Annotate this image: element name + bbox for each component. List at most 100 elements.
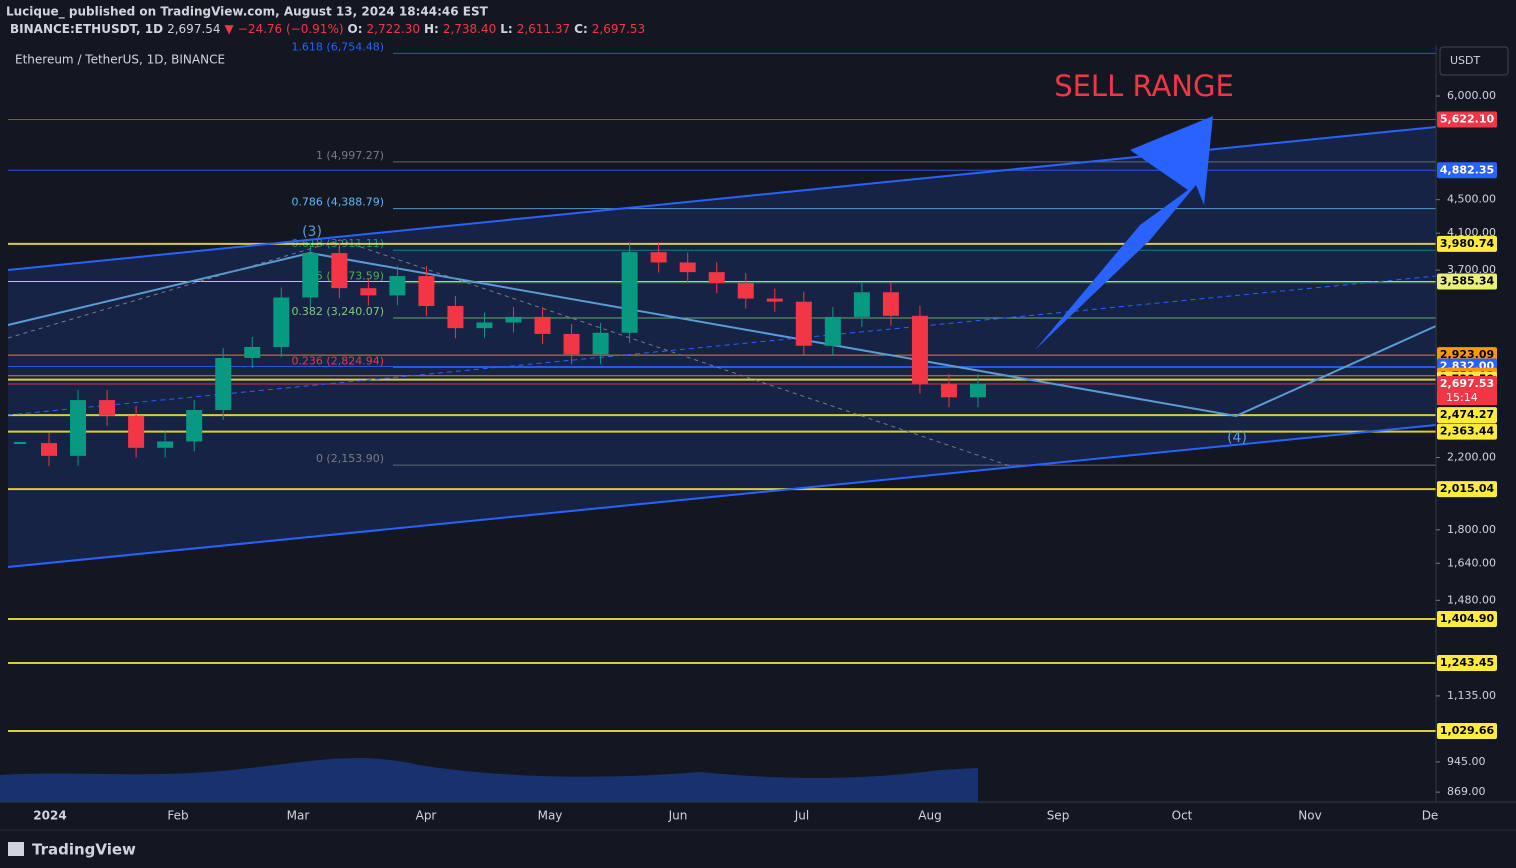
header-field: 2,697.53 [592,22,645,36]
wave-3: (3) [302,224,322,240]
x-tick-label: Nov [1298,809,1321,823]
price-tag-label: 2,923.09 [1440,348,1494,361]
header-field: C: [574,22,588,36]
price-tag-label: 2,363.44 [1440,425,1495,438]
header-field: BINANCE:ETHUSDT, 1D [10,22,163,36]
candle [157,441,174,448]
wave-line [7,251,1437,418]
time-axis: 2024 Feb Mar Apr May Jun Jul Aug Sep Oct Nov De [33,809,1438,823]
price-tag [1437,273,1497,290]
price-tag [1437,407,1497,424]
publish-info: Lucique_ published on TradingView.com, A… [6,5,489,20]
price-tag-label: 3,585.34 [1440,275,1495,288]
header-field: 2,738.40 [443,22,496,36]
header-field: H: [424,22,439,36]
candle [389,276,406,296]
y-tick-label: 4,500.00 [1447,193,1496,206]
candle [970,384,986,398]
header-field: 2,611.37 [517,22,570,36]
channel-fill [8,127,1436,567]
candle [563,333,580,355]
candle [215,357,232,410]
currency[interactable]: USDT [1450,54,1481,67]
fib-label: 0 (2,153.90) [316,452,384,465]
candle [70,400,87,456]
price-tag-label: 4,882.35 [1440,163,1494,176]
candle [708,272,725,284]
x-tick-label: Oct [1172,809,1193,823]
price-tag [1437,111,1497,128]
arrow [1035,116,1213,350]
x-tick-label: Aug [918,809,941,823]
candle [911,315,928,384]
countdown: 15:14 [1446,391,1478,404]
price-tag [1437,723,1497,740]
y-tick-label: 1,480.00 [1447,593,1496,606]
candle [650,252,667,263]
price-tag-label: 2,015.04 [1440,482,1495,495]
symbol-line: BINANCE:ETHUSDT, 1D 2,697.54 ▼ −24.76 (−0.9… [10,22,645,36]
fib-label: 1 (4,997.27) [316,149,384,162]
candle [476,322,493,329]
header-field: −24.76 (−0.91%) [238,22,344,36]
y-tick-label: 6,000.00 [1447,89,1496,102]
x-tick-label: Apr [416,809,437,823]
y-tick-label: 1,640.00 [1447,556,1496,569]
chart-title: Ethereum / TetherUS, 1D, BINANCE [15,53,225,67]
x-tick-label: De [1422,809,1439,823]
fib-label: 0.382 (3,240.07) [291,305,384,318]
candle [766,298,783,302]
candle [360,288,377,296]
candle [302,253,319,298]
price-tag-label: 1,029.66 [1440,724,1495,737]
candle [679,262,696,273]
y-tick-label: 869.00 [1447,785,1486,798]
channel-lower [7,424,1437,568]
candle [824,316,841,346]
header-field: L: [500,22,512,36]
candle [940,383,957,398]
candle [882,292,899,316]
candle [447,305,464,329]
y-tick-label: 1,135.00 [1447,689,1496,702]
price-tag-label: 2,697.53 [1440,377,1494,390]
y-tick-label: 4,100.00 [1447,226,1496,239]
x-tick-label: May [538,809,563,823]
candle [592,332,609,355]
candle [244,346,261,358]
price-tag [1437,481,1497,498]
volume-area [0,758,978,802]
x-tick-label: Mar [287,809,310,823]
candle [331,253,348,289]
header-field: O: [348,22,363,36]
candles [14,242,986,466]
price-tag-label: 5,622.10 [1440,112,1495,125]
price-tag-label: 1,404.90 [1440,612,1495,625]
candle [737,283,754,299]
countdown-bg [1437,391,1497,406]
brand[interactable]: TradingView [32,841,136,859]
candle [41,443,58,456]
fib-label: 0.786 (4,388.79) [291,196,384,209]
y-tick-label: 1,800.00 [1447,523,1496,536]
fib-dashed [7,239,1011,467]
y-tick-label: 2,200.00 [1447,450,1496,463]
y-tick-label: 945.00 [1447,755,1486,768]
price-tag-label: 3,980.74 [1440,237,1495,250]
price-tag [1437,611,1497,628]
x-tick-label: Sep [1047,809,1070,823]
price-tag [1437,655,1497,672]
candle [418,276,435,306]
header-field: 2,722.30 [367,22,420,36]
currency-button[interactable] [1439,46,1509,76]
logo-icon [8,842,24,856]
x-tick-label: 2024 [33,809,66,823]
price-tag-label: 1,243.45 [1440,656,1494,669]
candle [128,415,145,448]
header-field: ▼ [225,22,235,36]
x-tick-label: Feb [167,809,188,823]
candle [505,316,522,323]
levels: 1.618 (6,754.48) 1 (4,997.27) 0.786 (4,388… [8,40,1436,733]
